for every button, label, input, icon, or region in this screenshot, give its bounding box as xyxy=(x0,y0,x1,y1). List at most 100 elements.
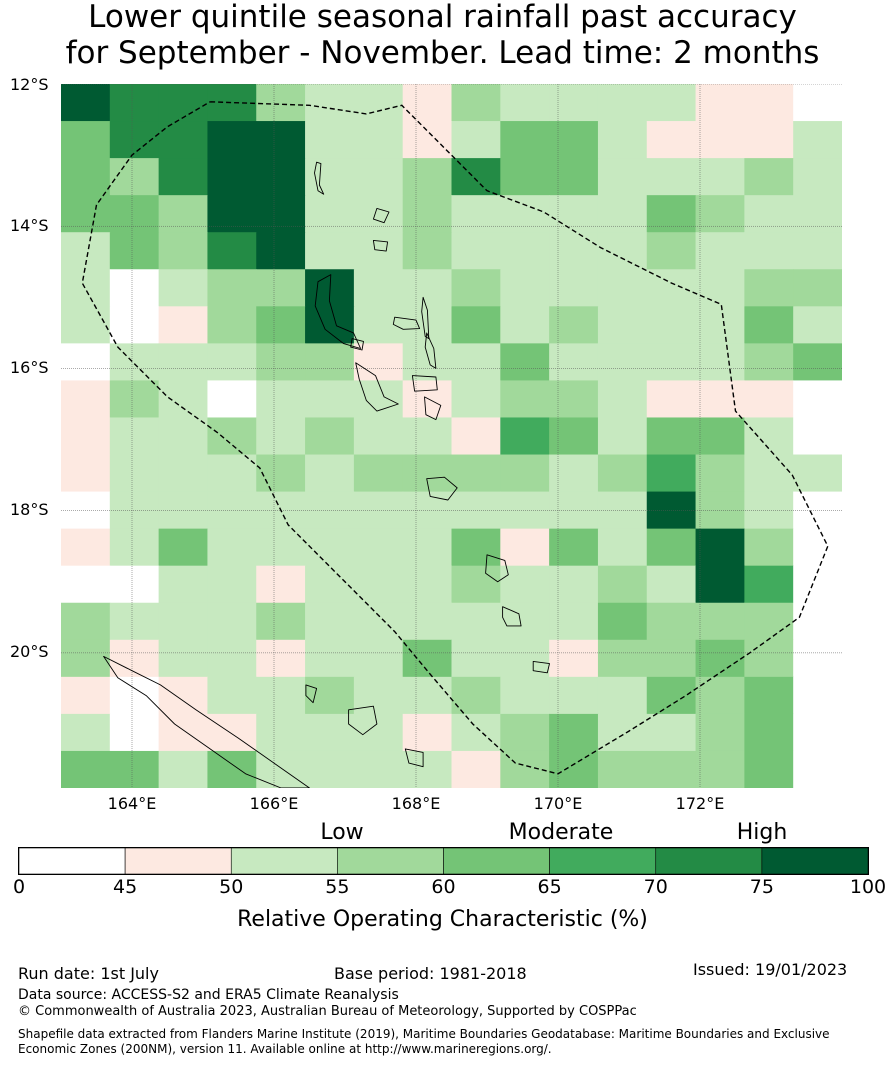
grid-cell xyxy=(305,417,355,456)
grid-cell xyxy=(256,676,306,715)
grid-cell xyxy=(61,750,111,788)
grid-cell xyxy=(61,195,111,233)
grid-cell xyxy=(500,232,550,270)
coastline-ambrym xyxy=(411,375,438,392)
grid-cell xyxy=(793,491,842,530)
coastline-espiritu-santo xyxy=(314,274,362,349)
grid-cell xyxy=(744,380,794,418)
grid-cell xyxy=(109,306,160,344)
grid-cell xyxy=(109,639,160,678)
coastline-torres-islands xyxy=(314,161,325,195)
grid-cell xyxy=(597,306,648,344)
grid-cell xyxy=(207,84,257,122)
grid-cell xyxy=(158,269,208,307)
grid-cell xyxy=(353,454,404,493)
grid-cell xyxy=(109,380,160,418)
grid-cell xyxy=(549,491,599,530)
grid-cell xyxy=(451,195,501,233)
category-label-low: Low xyxy=(320,820,364,845)
grid-cell xyxy=(695,380,745,418)
grid-cell xyxy=(695,713,745,752)
grid-cell xyxy=(500,565,550,604)
grid-cell xyxy=(451,269,501,307)
grid-cell xyxy=(158,454,208,493)
grid-cell xyxy=(597,639,648,678)
colorbar-segment xyxy=(337,847,444,875)
grid-cell xyxy=(597,528,648,567)
grid-cell xyxy=(695,750,745,788)
grid-cell xyxy=(402,121,452,159)
grid-cell xyxy=(451,713,501,752)
grid-cell xyxy=(793,84,842,122)
grid-cell xyxy=(793,602,842,641)
grid-cell xyxy=(305,602,355,641)
grid-cell xyxy=(353,417,404,456)
grid-cell xyxy=(256,195,306,233)
grid-cell xyxy=(158,158,208,196)
grid-cell xyxy=(793,269,842,307)
grid-cell xyxy=(793,417,842,456)
grid-cell xyxy=(695,565,745,604)
grid-cell xyxy=(256,343,306,381)
grid-cell xyxy=(305,232,355,270)
coastline-tanna xyxy=(502,606,522,627)
colorbar-title: Relative Operating Characteristic (%) xyxy=(237,907,648,932)
grid-cell xyxy=(207,343,257,381)
grid-cell xyxy=(744,158,794,196)
coastline-ouvea xyxy=(305,684,318,704)
grid-cell xyxy=(256,713,306,752)
grid-cell xyxy=(549,121,599,159)
grid-cell xyxy=(158,639,208,678)
grid-cell xyxy=(402,158,452,196)
grid-cell xyxy=(646,417,697,456)
grid-cell xyxy=(305,639,355,678)
grid-cell xyxy=(109,269,160,307)
coastline-ambae xyxy=(392,316,421,330)
category-label-high: High xyxy=(736,820,788,845)
grid-cell xyxy=(109,528,160,567)
grid-cell xyxy=(305,121,355,159)
colorbar-segment xyxy=(124,847,232,875)
graticule xyxy=(61,84,842,788)
grid-cell xyxy=(597,121,648,159)
grid-cell xyxy=(305,84,355,122)
coastline-epi xyxy=(424,396,442,421)
grid-cell xyxy=(109,195,160,233)
grid-cell xyxy=(158,750,208,788)
grid-cell xyxy=(500,121,550,159)
colorbar-tick-label: 75 xyxy=(749,876,774,898)
grid-cell xyxy=(793,713,842,752)
grid-cell xyxy=(646,380,697,418)
grid-cell xyxy=(305,306,355,344)
lat-label-12s: 12°S xyxy=(10,75,49,94)
grid-cell xyxy=(793,639,842,678)
colorbar-segment xyxy=(549,847,657,875)
grid-cell xyxy=(158,528,208,567)
grid-cell xyxy=(500,602,550,641)
colorbar-segment xyxy=(18,847,126,875)
lon-label-168e: 168°E xyxy=(391,794,441,813)
grid-cell xyxy=(256,306,306,344)
grid-cell xyxy=(695,602,745,641)
grid-cell xyxy=(353,84,404,122)
grid-cell xyxy=(500,713,550,752)
grid-cell xyxy=(646,713,697,752)
grid-cell xyxy=(597,195,648,233)
lat-label-20s: 20°S xyxy=(10,642,49,661)
grid-cell xyxy=(744,639,794,678)
grid-cell xyxy=(207,528,257,567)
colorbar-tick-label: 100 xyxy=(849,876,885,898)
grid-cell xyxy=(158,713,208,752)
grid-cell xyxy=(597,380,648,418)
grid-cell xyxy=(646,602,697,641)
grid-cell xyxy=(256,121,306,159)
grid-cell xyxy=(109,713,160,752)
grid-cell xyxy=(61,343,111,381)
copyright: © Commonwealth of Australia 2023, Austra… xyxy=(18,1004,637,1019)
grid-cell xyxy=(646,195,697,233)
grid-cell xyxy=(353,750,404,788)
grid-cell xyxy=(61,380,111,418)
grid-cell xyxy=(353,158,404,196)
grid-cell xyxy=(451,232,501,270)
grid-cell xyxy=(402,602,452,641)
